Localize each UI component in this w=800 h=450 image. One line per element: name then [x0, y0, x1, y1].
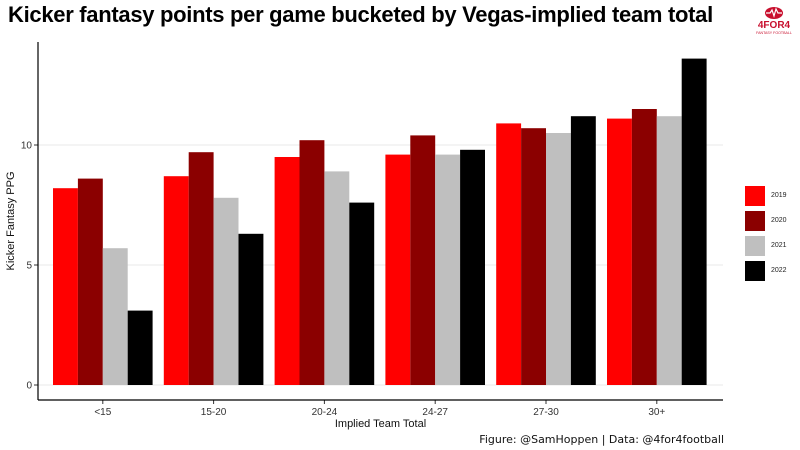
bar-24-27-2020 [410, 135, 436, 385]
bar-15-20-2022 [238, 233, 264, 385]
bar-24-27-2019 [385, 154, 411, 385]
axes: 0 5 10 <15 15-20 20-24 24-27 27-30 30+ Implied Te… [5, 42, 723, 430]
legend-swatch [745, 210, 765, 231]
bar-27-30-2022 [570, 116, 596, 385]
chart-title: Kicker fantasy points per game bucketed … [8, 2, 713, 27]
legend-item-2019: 2019 [745, 184, 787, 207]
bar-30+-2020 [631, 109, 657, 385]
y-tick-label: 10 [21, 141, 33, 152]
bar-27-30-2019 [496, 123, 522, 386]
bar-<15-2020 [77, 178, 103, 385]
legend-item-2022: 2022 [745, 259, 787, 282]
svg-text:FANTASY FOOTBALL: FANTASY FOOTBALL [756, 31, 792, 35]
legend-label: 2019 [771, 192, 787, 199]
legend: 2019 2020 2021 2022 [745, 184, 787, 284]
svg-text:4FOR4: 4FOR4 [758, 20, 791, 31]
bar-20-24-2019 [274, 157, 300, 385]
legend-item-2021: 2021 [745, 234, 787, 257]
legend-item-2020: 2020 [745, 209, 787, 232]
bar-20-24-2020 [299, 140, 325, 385]
legend-swatch [745, 235, 765, 256]
bar-15-20-2021 [213, 197, 239, 385]
y-tick-label: 5 [26, 261, 32, 272]
bars [53, 58, 707, 386]
x-tick-label: 30+ [648, 407, 665, 418]
bar-27-30-2020 [521, 128, 546, 385]
x-tick-label: 27-30 [533, 407, 559, 418]
bar-20-24-2022 [349, 202, 375, 385]
4for4-logo: 4FOR4 FANTASY FOOTBALL [752, 4, 796, 36]
x-tick-label: 20-24 [312, 407, 338, 418]
legend-label: 2021 [771, 242, 787, 249]
y-axis-title: Kicker Fantasy PPG [5, 171, 17, 270]
bar-30+-2019 [607, 118, 632, 385]
legend-label: 2022 [771, 267, 787, 274]
bar-15-20-2020 [188, 152, 214, 385]
bar-27-30-2021 [546, 133, 571, 385]
bar-<15-2019 [53, 188, 78, 385]
bar-<15-2021 [102, 248, 128, 385]
y-tick-label: 0 [26, 381, 32, 392]
bar-30+-2022 [681, 58, 707, 385]
x-tick-label: <15 [94, 407, 111, 418]
legend-swatch [745, 185, 765, 206]
x-tick-label: 24-27 [422, 407, 448, 418]
legend-swatch [745, 260, 765, 281]
bar-24-27-2022 [460, 149, 485, 385]
bar-30+-2021 [656, 116, 682, 385]
bar-24-27-2021 [435, 154, 461, 385]
caption: Figure: @SamHoppen | Data: @4for4footbal… [479, 433, 724, 446]
bar-15-20-2019 [163, 176, 189, 385]
x-axis-title: Implied Team Total [335, 418, 426, 430]
x-tick-label: 15-20 [201, 407, 227, 418]
bar-20-24-2021 [324, 171, 350, 385]
legend-label: 2020 [771, 217, 787, 224]
bar-<15-2022 [127, 310, 153, 385]
